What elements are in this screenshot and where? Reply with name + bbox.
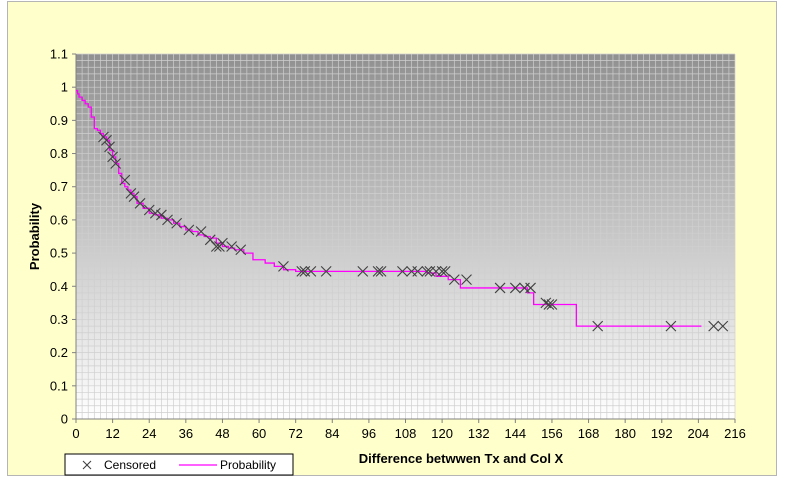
series	[76, 89, 729, 332]
censored-point	[305, 265, 317, 277]
y-tick-label: 0.6	[50, 212, 68, 227]
censored-point	[296, 265, 308, 277]
censored-point	[183, 224, 195, 236]
censored-point	[162, 214, 173, 226]
x-tick-label: 156	[541, 426, 563, 441]
censored-point	[143, 204, 155, 216]
axes: 0 12 24 36 48 60 72 84 96 108 120 132 144 156 168 180 19…	[50, 47, 746, 442]
censored-point	[107, 151, 119, 163]
x-tick-label: 60	[252, 426, 266, 441]
censored-point	[494, 282, 506, 294]
x-tick-label: 168	[578, 426, 600, 441]
x-tick-label: 144	[504, 426, 526, 441]
gridlines	[75, 53, 736, 420]
censored-point	[372, 265, 384, 277]
legend-censored-label: Censored	[104, 458, 156, 472]
censored-point	[110, 158, 122, 169]
legend: Censored Probability	[64, 453, 294, 476]
legend-censored-marker	[82, 460, 92, 470]
x-tick-label: 108	[395, 426, 417, 441]
y-tick-label: 0.9	[50, 113, 68, 128]
censored-point	[278, 260, 289, 272]
x-tick-label: 180	[614, 426, 636, 441]
censored-point	[397, 265, 408, 277]
censored-point	[509, 282, 521, 294]
censored-point	[421, 265, 433, 277]
censored-point	[119, 174, 131, 186]
censored-point	[226, 241, 237, 252]
y-tick-label: 0.5	[50, 246, 68, 261]
legend-censored-x	[82, 460, 92, 470]
censored-point	[412, 265, 424, 277]
x-tick-label: 72	[288, 426, 302, 441]
censored-point	[217, 237, 228, 249]
censored-point	[195, 226, 207, 237]
x-tick-label: 216	[724, 426, 746, 441]
x-tick-label: 96	[362, 426, 376, 441]
censored-point	[104, 141, 115, 153]
y-tick-label: 0.8	[50, 146, 68, 161]
censored-point	[149, 207, 161, 219]
y-tick-label: 1.1	[50, 47, 68, 62]
y-axis-title: Probability	[27, 202, 42, 270]
censored-point	[101, 134, 112, 146]
censored-point	[448, 274, 460, 286]
y-tick-label: 0	[61, 412, 68, 427]
x-axis-title: Difference betwwen Tx and Col X	[359, 451, 564, 466]
y-tick-label: 0.4	[50, 279, 68, 294]
censored-point	[665, 320, 677, 332]
censored-point	[210, 241, 222, 252]
censored-point	[320, 265, 332, 277]
x-tick-label: 12	[105, 426, 119, 441]
censored-point	[375, 265, 387, 277]
censored-point	[461, 274, 472, 286]
censored-point	[134, 197, 146, 209]
censored-point	[546, 299, 558, 310]
x-tick-label: 84	[325, 426, 339, 441]
y-tick-label: 1	[61, 80, 68, 95]
y-tick-label: 0.3	[50, 312, 68, 327]
censored-point	[439, 265, 451, 277]
censored-point	[543, 299, 555, 310]
censored-point	[525, 282, 536, 294]
x-tick-label: 132	[468, 426, 490, 441]
censored-point	[708, 320, 720, 332]
x-tick-label: 0	[72, 426, 79, 441]
y-tick-label: 0.1	[50, 378, 68, 393]
censored-point	[156, 209, 167, 221]
censored-point	[235, 244, 247, 256]
x-tick-label: 204	[688, 426, 710, 441]
censored-point	[592, 320, 604, 332]
x-tick-label: 24	[142, 426, 156, 441]
chart-svg: 0 12 24 36 48 60 72 84 96 108 120 132 144 156 168 180 19…	[27, 47, 746, 476]
censored-point	[717, 320, 729, 332]
x-tick-label: 192	[651, 426, 673, 441]
x-tick-label: 48	[215, 426, 229, 441]
censored-point	[540, 297, 552, 309]
censored-point	[357, 265, 369, 277]
x-tick-label: 36	[179, 426, 193, 441]
censored-point	[171, 217, 183, 229]
chart-area: 0 12 24 36 48 60 72 84 96 108 120 132 144 156 168 180 19…	[7, 1, 777, 476]
legend-probability-label: Probability	[220, 458, 276, 472]
y-tick-label: 0.7	[50, 179, 68, 194]
y-tick-label: 0.2	[50, 345, 68, 360]
censored-point	[436, 265, 448, 277]
x-tick-label: 120	[431, 426, 453, 441]
